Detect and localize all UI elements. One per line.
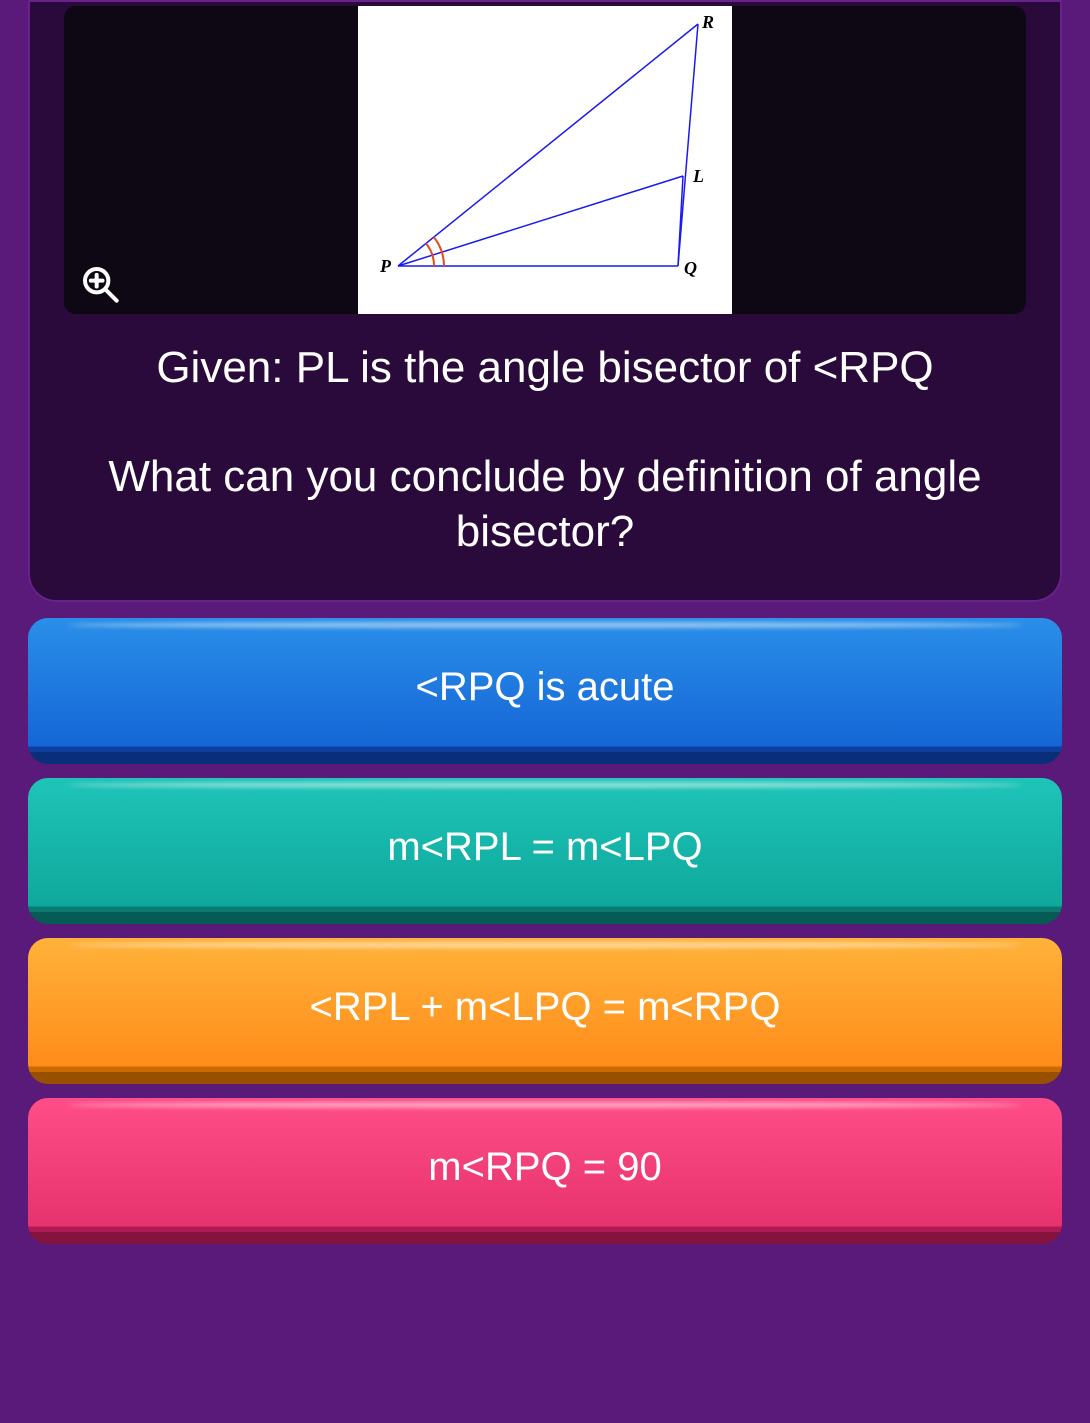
answer-option-4[interactable]: m<RPQ = 90 [28,1098,1062,1244]
svg-text:L: L [692,166,704,186]
svg-text:R: R [701,12,714,32]
answer-list: <RPQ is acute m<RPL = m<LPQ <RPL + m<LPQ =… [28,618,1062,1258]
answer-option-2[interactable]: m<RPL = m<LPQ [28,778,1062,924]
svg-text:Q: Q [684,258,697,278]
question-line-1: Given: PL is the angle bisector of <RPQ [68,340,1022,395]
geometry-diagram: P Q R L [358,6,732,314]
answer-option-1[interactable]: <RPQ is acute [28,618,1062,764]
question-text: Given: PL is the angle bisector of <RPQ … [28,340,1062,559]
answer-text: m<RPL = m<LPQ [387,825,702,870]
question-image-area: P Q R L [64,6,1026,314]
answer-option-3[interactable]: <RPL + m<LPQ = m<RPQ [28,938,1062,1084]
question-line-2: What can you conclude by definition of a… [68,449,1022,559]
answer-text: m<RPQ = 90 [428,1145,661,1190]
answer-text: <RPQ is acute [415,665,674,710]
svg-text:P: P [379,256,392,276]
zoom-in-icon[interactable] [80,264,120,304]
question-card: P Q R L Given: PL is the angle bisector of … [28,0,1062,602]
answer-text: <RPL + m<LPQ = m<RPQ [310,985,781,1030]
